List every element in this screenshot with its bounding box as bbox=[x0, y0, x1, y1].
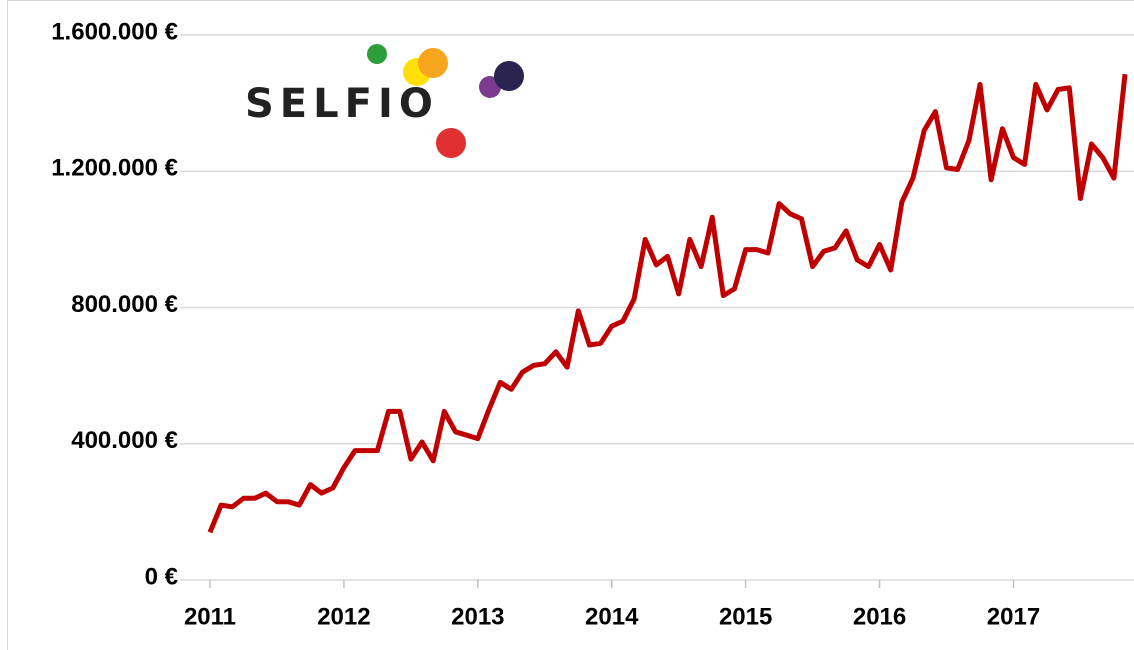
logo: SELFIO bbox=[245, 44, 524, 158]
x-tick-label: 2012 bbox=[317, 603, 370, 630]
x-tick-label: 2011 bbox=[184, 603, 236, 630]
x-tick-label: 2016 bbox=[853, 603, 906, 630]
x-tick-label: 2013 bbox=[451, 603, 504, 630]
y-tick-label: 1.600.000 € bbox=[51, 18, 178, 45]
data-line bbox=[207, 73, 1128, 534]
x-tick-label: 2014 bbox=[585, 603, 639, 630]
y-tick-label: 0 € bbox=[145, 563, 178, 590]
x-tick-label: 2015 bbox=[719, 603, 772, 630]
y-tick-label: 1.200.000 € bbox=[51, 155, 178, 182]
y-tick-label: 800.000 € bbox=[71, 291, 178, 318]
logo-text: SELFIO bbox=[245, 81, 439, 127]
chart-border bbox=[7, 0, 1134, 650]
y-tick-label: 400.000 € bbox=[71, 427, 178, 454]
x-tick-label: 2017 bbox=[987, 603, 1040, 630]
